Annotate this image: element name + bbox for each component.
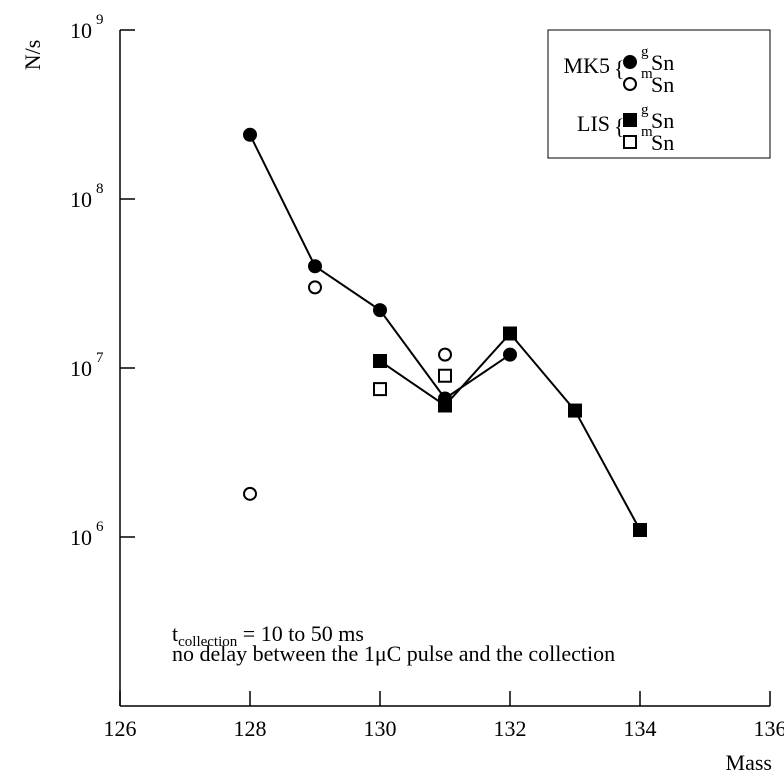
annotation-t: t: [172, 621, 178, 646]
y-tick-label: 10: [70, 356, 92, 381]
legend-group: MK5: [564, 53, 610, 78]
legend-label: Sn: [651, 130, 674, 155]
legend-superscript: m: [641, 66, 653, 82]
legend-superscript: g: [641, 102, 649, 118]
data-point: [308, 259, 322, 274]
data-point: [373, 382, 387, 397]
x-tick-label: 128: [234, 716, 267, 741]
x-tick-label: 134: [624, 716, 657, 741]
y-tick-label: 10: [70, 18, 92, 43]
x-tick-label: 126: [104, 716, 137, 741]
y-tick-exponent: 9: [96, 12, 104, 28]
data-point: [373, 303, 387, 318]
data-point: [438, 368, 452, 383]
y-axis-label: N/s: [20, 40, 45, 71]
annotation-text: = 10 to 50 ms: [237, 621, 364, 646]
data-point: [438, 398, 452, 413]
annotation-subscript: collection: [178, 634, 238, 650]
legend-label: Sn: [651, 50, 674, 75]
x-tick-label: 130: [364, 716, 397, 741]
legend-superscript: g: [641, 44, 649, 60]
legend-group: LIS: [577, 111, 610, 136]
y-tick-exponent: 7: [96, 350, 104, 366]
legend-label: Sn: [651, 72, 674, 97]
legend-box: [547, 29, 771, 159]
annotation: tcollection = 10 to 50 ms: [172, 621, 364, 650]
y-tick-label: 10: [70, 525, 92, 550]
legend-label: Sn: [651, 108, 674, 133]
data-point: [438, 347, 452, 362]
y-tick-exponent: 8: [96, 181, 104, 197]
legend-marker: [623, 135, 637, 149]
data-point: [243, 127, 257, 142]
legend-brace: {: [614, 56, 625, 81]
x-tick-label: 132: [494, 716, 527, 741]
y-tick-label: 10: [70, 187, 92, 212]
data-point: [308, 280, 322, 295]
x-axis-label: Mass: [726, 750, 772, 775]
legend-marker: [623, 113, 637, 127]
data-point: [503, 347, 517, 362]
data-point: [568, 403, 582, 418]
legend-marker: [623, 77, 637, 91]
y-tick-exponent: 6: [96, 519, 104, 535]
x-tick-label: 136: [754, 716, 784, 741]
data-point: [243, 486, 257, 501]
data-point: [373, 354, 387, 369]
legend-superscript: m: [641, 124, 653, 140]
annotation-line2: no delay between the 1μC pulse and the c…: [172, 641, 615, 666]
legend-brace: {: [614, 114, 625, 139]
data-point: [633, 523, 647, 538]
legend-marker: [623, 55, 637, 69]
data-point: [503, 326, 517, 341]
